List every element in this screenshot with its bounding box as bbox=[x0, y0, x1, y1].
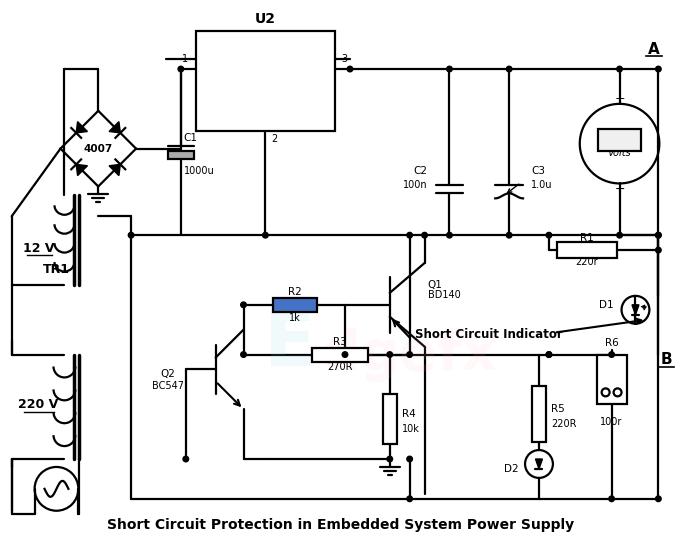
Text: BC547: BC547 bbox=[152, 381, 184, 391]
Bar bbox=[312, 347, 368, 361]
Text: Load: Load bbox=[601, 375, 622, 384]
Text: C2: C2 bbox=[413, 165, 428, 176]
Circle shape bbox=[407, 496, 413, 502]
Text: 220r: 220r bbox=[575, 257, 598, 267]
Text: 2: 2 bbox=[271, 134, 277, 144]
Text: E: E bbox=[264, 308, 316, 382]
Text: Q2: Q2 bbox=[161, 369, 176, 380]
Text: TR1: TR1 bbox=[43, 264, 70, 277]
Circle shape bbox=[262, 233, 268, 238]
Circle shape bbox=[447, 233, 452, 238]
Text: 1.0u: 1.0u bbox=[531, 180, 553, 191]
Bar bbox=[168, 150, 194, 158]
Text: D1: D1 bbox=[599, 300, 613, 310]
Circle shape bbox=[656, 233, 661, 238]
Text: 1k: 1k bbox=[290, 313, 301, 323]
Text: GND: GND bbox=[253, 91, 277, 101]
Circle shape bbox=[613, 388, 622, 396]
Text: 220 V: 220 V bbox=[18, 398, 59, 411]
Text: 4007: 4007 bbox=[83, 143, 113, 154]
Circle shape bbox=[447, 66, 452, 72]
Text: 270R: 270R bbox=[327, 362, 352, 373]
Polygon shape bbox=[535, 459, 542, 469]
Circle shape bbox=[347, 66, 352, 72]
Text: BD140: BD140 bbox=[428, 290, 460, 300]
Text: VI: VI bbox=[212, 48, 223, 58]
Text: 1: 1 bbox=[182, 54, 188, 64]
Circle shape bbox=[546, 352, 552, 357]
Bar bbox=[557, 242, 617, 258]
Text: Q1: Q1 bbox=[428, 280, 443, 290]
Circle shape bbox=[609, 352, 615, 357]
Circle shape bbox=[387, 352, 393, 357]
Text: dgefx: dgefx bbox=[320, 328, 497, 382]
Text: +: + bbox=[614, 92, 625, 105]
Text: 12 V: 12 V bbox=[23, 242, 55, 255]
Text: 100r: 100r bbox=[600, 417, 623, 427]
Text: R4: R4 bbox=[402, 409, 415, 419]
Text: R6: R6 bbox=[604, 338, 619, 347]
Circle shape bbox=[422, 233, 428, 238]
Circle shape bbox=[407, 233, 413, 238]
Bar bbox=[532, 387, 546, 442]
Text: R3: R3 bbox=[333, 337, 347, 346]
Text: R1: R1 bbox=[580, 233, 594, 243]
Text: Volts: Volts bbox=[608, 148, 631, 157]
Polygon shape bbox=[632, 305, 639, 315]
Text: D2: D2 bbox=[505, 464, 519, 474]
Circle shape bbox=[342, 352, 348, 357]
Text: +88.8: +88.8 bbox=[603, 132, 636, 142]
Polygon shape bbox=[109, 122, 120, 133]
Text: R2: R2 bbox=[288, 287, 302, 297]
Text: C1: C1 bbox=[184, 133, 198, 143]
Polygon shape bbox=[76, 122, 87, 133]
Circle shape bbox=[656, 233, 661, 238]
Circle shape bbox=[178, 66, 184, 72]
Circle shape bbox=[506, 233, 512, 238]
Text: R5: R5 bbox=[551, 404, 565, 414]
Text: U2: U2 bbox=[255, 12, 276, 26]
Circle shape bbox=[656, 248, 661, 253]
Circle shape bbox=[506, 66, 512, 72]
Text: −: − bbox=[614, 183, 625, 196]
Circle shape bbox=[546, 233, 552, 238]
Text: 1000u: 1000u bbox=[184, 165, 214, 176]
Text: C3: C3 bbox=[531, 165, 545, 176]
Text: B: B bbox=[660, 352, 672, 367]
Circle shape bbox=[387, 456, 393, 462]
Circle shape bbox=[617, 66, 622, 72]
Circle shape bbox=[609, 496, 615, 502]
Bar bbox=[382, 394, 397, 444]
Circle shape bbox=[617, 233, 622, 238]
Polygon shape bbox=[76, 164, 87, 176]
Circle shape bbox=[656, 496, 661, 502]
Text: 3: 3 bbox=[341, 54, 347, 64]
Polygon shape bbox=[109, 164, 120, 176]
Text: A: A bbox=[647, 42, 659, 56]
Circle shape bbox=[128, 233, 134, 238]
Bar bbox=[597, 354, 626, 404]
Text: VO: VO bbox=[305, 48, 321, 58]
Text: 220R: 220R bbox=[551, 419, 576, 429]
Bar bbox=[196, 31, 335, 130]
Bar bbox=[273, 298, 317, 312]
Circle shape bbox=[240, 302, 247, 308]
Text: Short Circuit Indicator: Short Circuit Indicator bbox=[415, 328, 563, 341]
Circle shape bbox=[602, 388, 610, 396]
Bar bbox=[598, 129, 641, 150]
Circle shape bbox=[240, 352, 247, 357]
Text: 100n: 100n bbox=[403, 180, 428, 191]
Circle shape bbox=[656, 66, 661, 72]
Circle shape bbox=[546, 352, 552, 357]
Circle shape bbox=[183, 456, 189, 462]
Circle shape bbox=[407, 352, 413, 357]
Text: Short Circuit Protection in Embedded System Power Supply: Short Circuit Protection in Embedded Sys… bbox=[107, 518, 574, 532]
Circle shape bbox=[407, 456, 413, 462]
Text: 10k: 10k bbox=[402, 424, 419, 434]
